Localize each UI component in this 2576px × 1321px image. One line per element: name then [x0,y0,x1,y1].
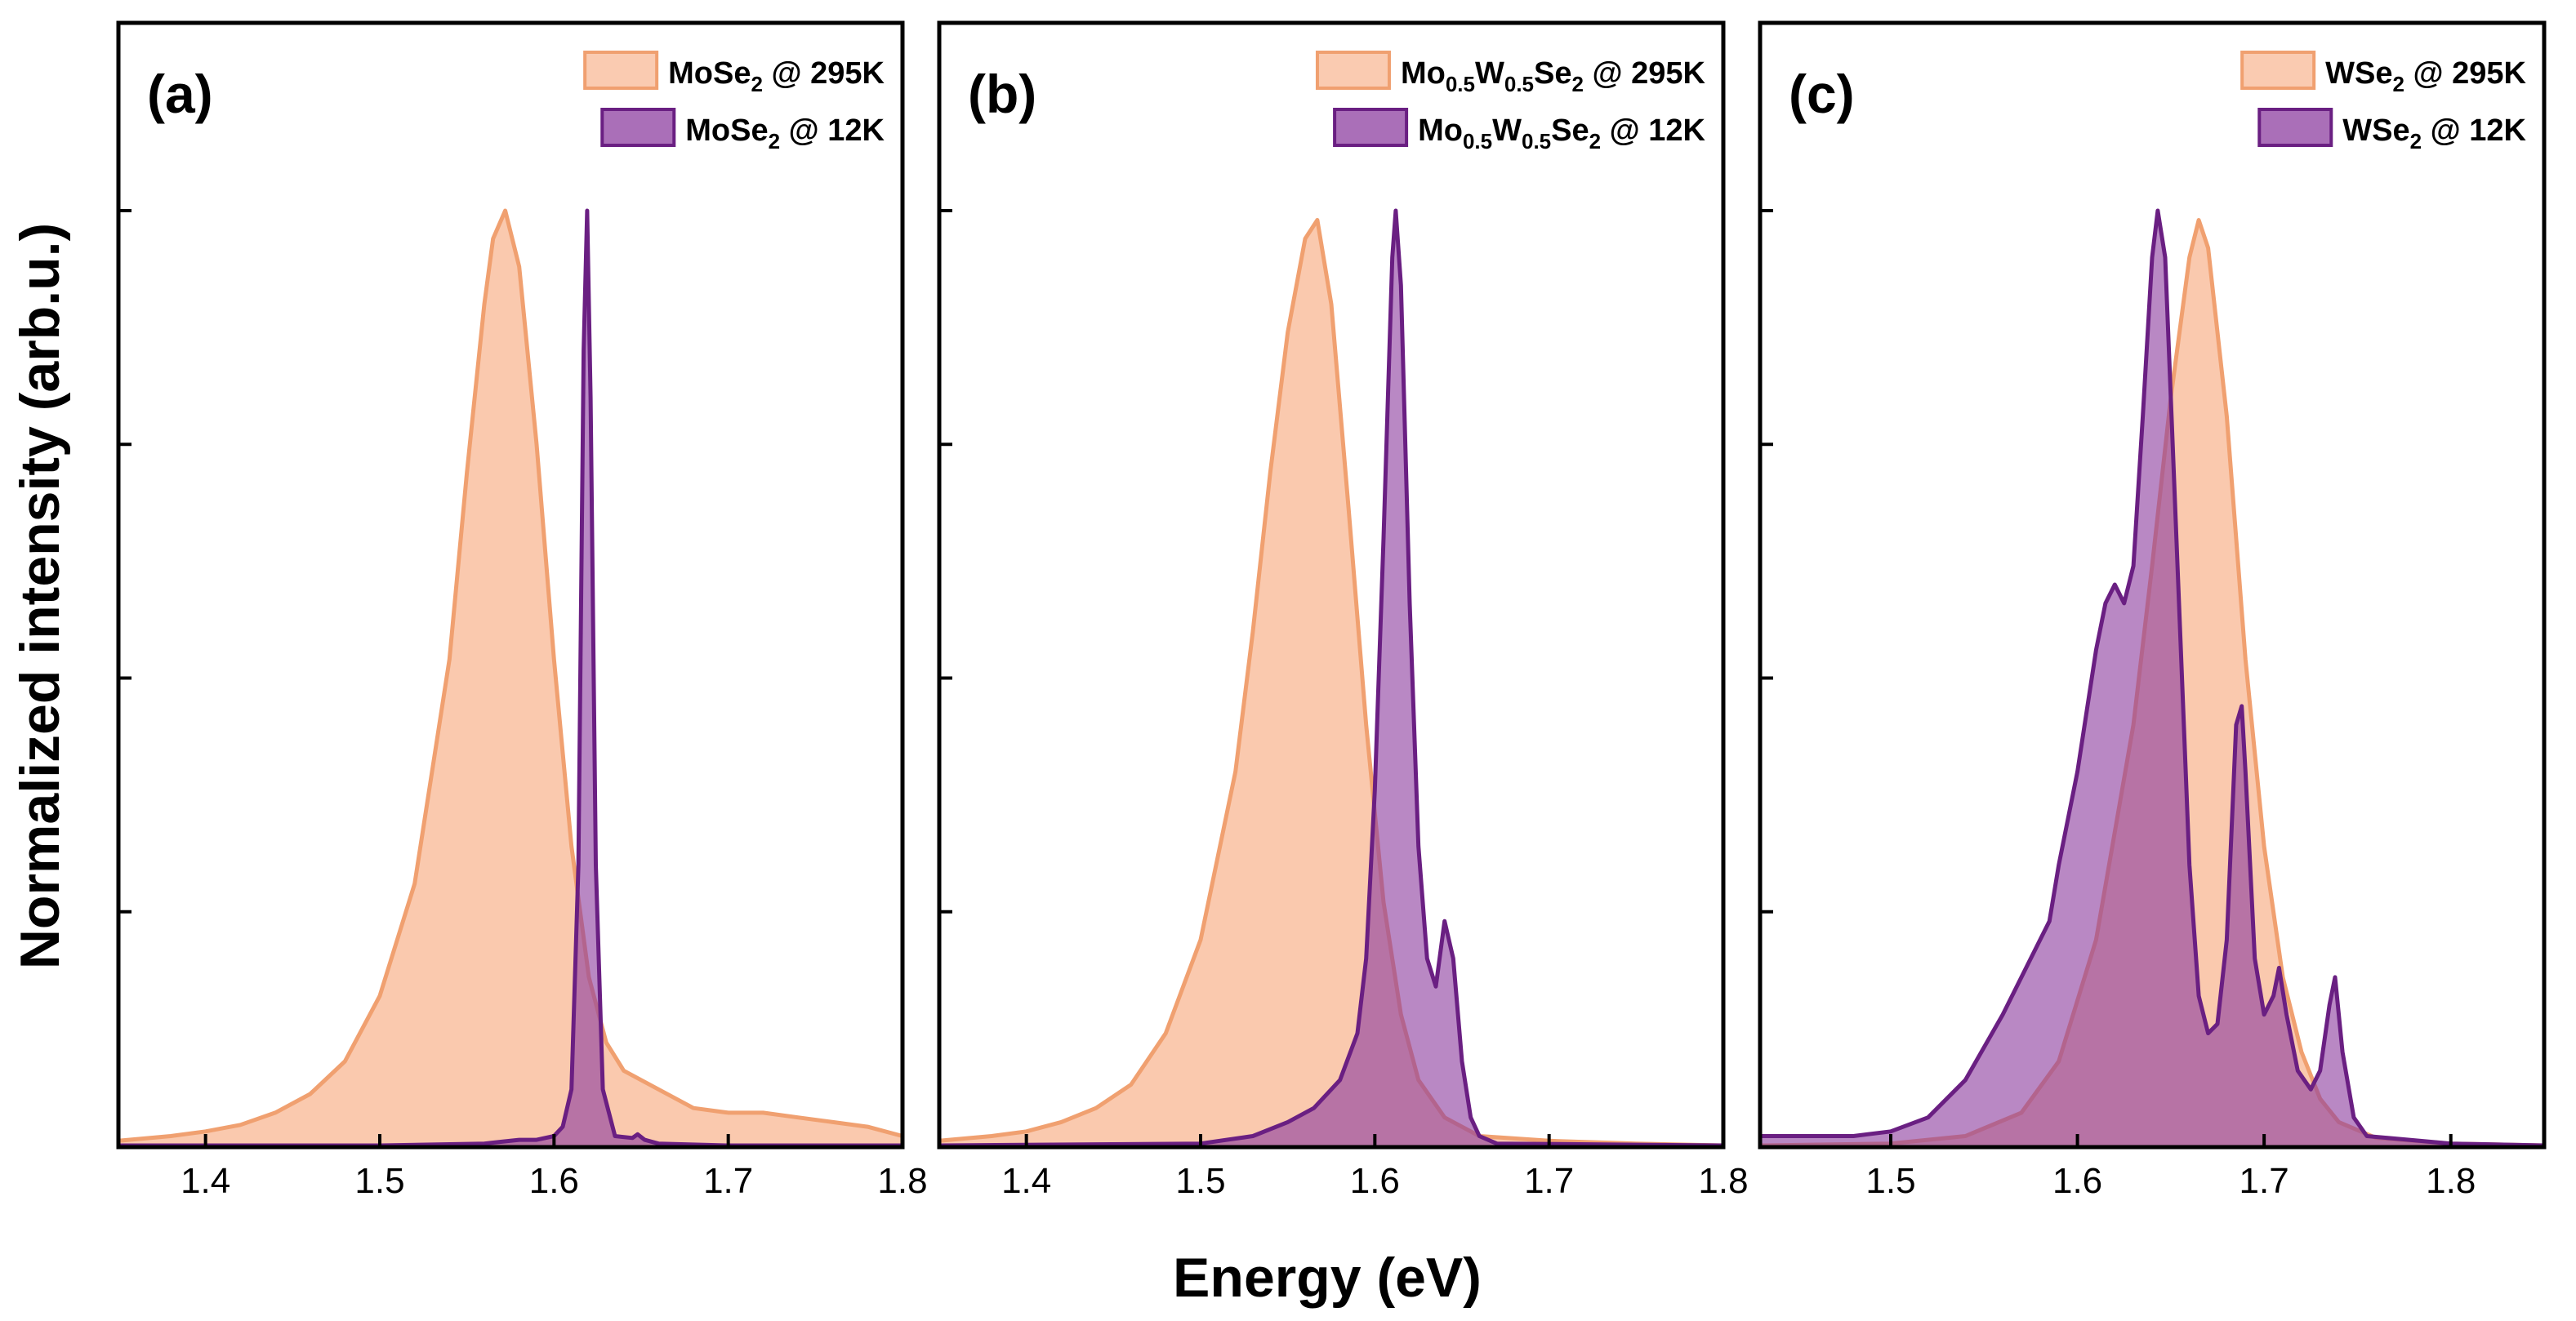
x-tick-label: 1.4 [180,1161,230,1201]
series-area-295k [939,220,1723,1145]
panel-label: (a) [147,64,213,124]
x-tick-label: 1.6 [2052,1161,2102,1201]
x-tick-label: 1.5 [1865,1161,1915,1201]
legend-text-part: @ 12K [780,113,885,148]
panel-b: 1.4 1.5 1.6 1.7 1.8(b) Mo0.5W0.5Se2 @ 295KMo0… [937,20,1749,1201]
legend-text-part: WSe [2325,56,2392,91]
legend-text-part: @ 295K [763,56,885,91]
legend-text-part: WSe [2342,113,2409,148]
legend-text-part: @ 295K [1584,56,1706,91]
legend-label: Mo0.5W0.5Se2 @ 295K [1401,56,1706,96]
x-tick-label: 1.7 [2240,1161,2289,1201]
legend-text-part: W [1492,113,1522,148]
legend-label: MoSe2 @ 295K [668,56,885,96]
legend-text-part: Se [1551,113,1589,148]
legend-subscript: 0.5 [1522,129,1551,153]
legend-label: WSe2 @ 295K [2325,56,2526,96]
series-line-295k [118,208,903,1143]
legend-subscript: 2 [751,72,763,96]
x-tick-label: 1.7 [1524,1161,1574,1201]
y-axis-title: Normalized intensity (arb.u.) [9,223,71,969]
legend-subscript: 2 [2410,129,2422,153]
panel-label: (b) [968,64,1036,124]
legend-swatch [2240,51,2316,90]
series-line-12k [938,208,1724,1148]
x-tick-label: 1.8 [2426,1161,2476,1201]
plot-frame [1758,20,2547,1150]
legend-swatch [1315,51,1391,90]
legend-label: MoSe2 @ 12K [685,113,885,153]
legend-swatch [600,108,676,147]
plot-frame [937,20,1726,1150]
x-tick-label: 1.8 [877,1161,927,1201]
legend-text-part: Se [1534,56,1571,91]
x-tick-label: 1.8 [1698,1161,1748,1201]
panel-label: (c) [1789,64,1855,124]
legend-text-part: @ 12K [2422,113,2526,148]
x-tick-label: 1.7 [703,1161,753,1201]
x-tick-label: 1.5 [1175,1161,1225,1201]
legend-subscript: 0.5 [1504,72,1534,96]
legend-subscript: 2 [1589,129,1601,153]
legend-text-part: Mo [1401,56,1446,91]
series-line-12k [1760,208,2545,1148]
plot-frame [116,20,905,1150]
legend-swatch [1333,108,1409,147]
legend-text-part: Mo [1418,113,1463,148]
legend-text-part: MoSe [685,113,768,148]
series-line-12k [118,208,902,1148]
legend-swatch [583,51,659,90]
legend-subscript: 0.5 [1446,72,1475,96]
legend-text-part: @ 295K [2404,56,2527,91]
legend-text-part: MoSe [668,56,751,91]
series-area-295k [118,211,902,1145]
legend-label: WSe2 @ 12K [2342,113,2526,153]
x-tick-label: 1.6 [1350,1161,1400,1201]
series-area-12k [1760,211,2544,1145]
legend-subscript: 2 [769,129,780,153]
x-tick-label: 1.6 [529,1161,579,1201]
legend-label: Mo0.5W0.5Se2 @ 12K [1418,113,1705,153]
x-tick-label: 1.5 [354,1161,404,1201]
legend-text-part: @ 12K [1601,113,1705,148]
legend-subscript: 2 [2393,72,2404,96]
legend-subscript: 2 [1572,72,1584,96]
x-axis-title: Energy (eV) [1173,1247,1482,1309]
legend-text-part: W [1475,56,1504,91]
x-tick-label: 1.4 [1001,1161,1051,1201]
legend-swatch [2257,108,2333,147]
legend-subscript: 0.5 [1463,129,1492,153]
